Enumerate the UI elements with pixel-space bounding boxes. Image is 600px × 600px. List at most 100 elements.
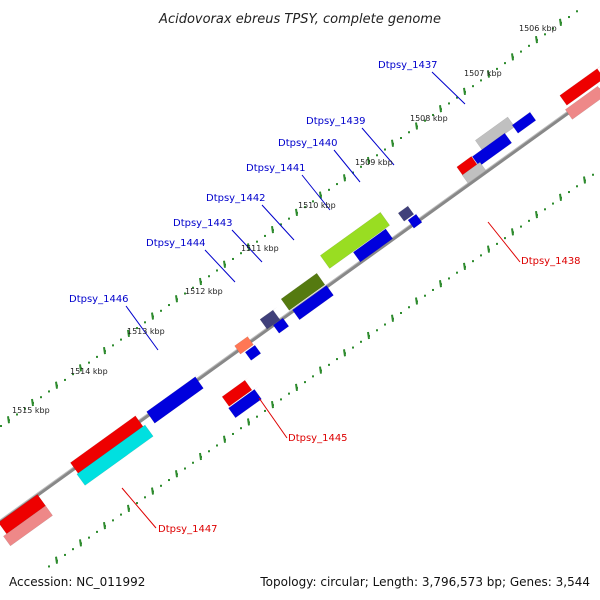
ring-dot [552,202,554,205]
ring-dot [544,208,546,211]
ring-dot [360,165,362,168]
ring-dot [376,154,378,157]
ring-tick [367,331,370,340]
ring-dot [400,137,402,139]
gene-block-cds-1443[interactable] [259,309,281,330]
label-callouts [121,71,521,529]
callout-line [301,174,331,211]
ring-tick [487,70,490,78]
kbp-label: 1510 kbp [298,201,336,210]
ring-tick [559,18,562,26]
gene-block-top [292,282,331,310]
ring-dot [40,396,42,399]
gene-label[interactable]: Dtpsy_1438 [521,256,581,267]
gene-label[interactable]: Dtpsy_1444 [146,238,206,249]
callout-line [204,249,236,283]
gene-block-top [234,333,252,346]
ring-dot [432,113,434,116]
gene-block-cds-1444-b[interactable] [272,317,290,334]
ring-tick [367,156,370,165]
gene-label[interactable]: Dtpsy_1445 [288,433,348,444]
gene-labels-inner: Dtpsy_1438 Dtpsy_1445 Dtpsy_1447 [158,256,581,535]
ring-tick [55,556,58,564]
ring-tick [31,398,34,407]
ring-dot [264,409,266,412]
ring-dot [184,467,186,470]
gene-block-top [320,209,385,256]
ring-tick [127,504,130,512]
ring-tick [79,364,82,372]
gene-label[interactable]: Dtpsy_1447 [158,524,218,535]
ring-dot [160,484,162,487]
gene-block-cds-1438-b[interactable] [461,161,487,184]
gene-block-top [260,307,277,320]
ring-dot [64,553,66,556]
ring-dot [424,119,426,122]
ring-dot [504,62,506,65]
ring-dot [264,234,266,237]
gene-label[interactable]: Dtpsy_1441 [246,163,306,174]
ring-dot [16,413,18,416]
gene-block-top [559,66,600,96]
gene-block-cds-1446[interactable] [146,376,204,424]
gene-block-top [281,270,321,299]
ring-dot [360,340,362,343]
gene-label[interactable]: Dtpsy_1442 [206,193,266,204]
gene-block-cds-left-b[interactable] [3,505,53,547]
gene-block-cds-1444[interactable] [234,336,254,355]
ring-tick [295,383,298,392]
gene-label[interactable]: Dtpsy_1440 [278,138,338,149]
ring-dot [384,148,386,151]
gene-block-top [228,386,259,409]
ring-dot [336,358,338,361]
gene-block-top [273,315,287,326]
gene-label[interactable]: Dtpsy_1446 [69,294,129,305]
ring-dot [424,294,426,297]
gene-label[interactable]: Dtpsy_1437 [378,60,438,71]
gene-block-cds-1440[interactable] [319,211,391,269]
callout-line [125,305,159,351]
ring-dot [568,16,570,19]
ring-tick [343,174,346,182]
ring-tick [271,226,274,234]
gene-block-top [0,491,42,522]
ring-tick [319,366,322,374]
ring-dot [216,269,218,272]
ring-dot [88,536,90,539]
ring-tick [247,418,250,426]
ring-tick [535,35,538,44]
callout-line [231,229,263,263]
gene-label[interactable]: Dtpsy_1443 [173,218,233,229]
ring-dot [432,288,434,291]
gene-labels-outer: Dtpsy_1437 Dtpsy_1439 Dtpsy_1440 Dtpsy_1… [69,60,438,305]
ring-tick [535,210,538,219]
callout-line [487,221,521,263]
ring-dot [216,444,218,447]
gene-block-cds-1442[interactable] [280,272,326,311]
ring-dot [208,275,210,278]
gene-block-cds-edge-b[interactable] [564,85,600,120]
gene-label[interactable]: Dtpsy_1439 [306,116,366,127]
ring-tick [439,105,442,113]
ring-dot [448,102,450,105]
ring-dot [112,344,114,347]
callout-line [261,204,295,241]
kbp-label: 1515 kbp [12,406,50,415]
ring-dot [192,461,194,464]
ring-dot [208,450,210,453]
kbp-labels: 1506 kbp 1507 kbp 1508 kbp 1509 kbp 1510… [12,24,557,415]
ring-dot [288,392,290,395]
ring-dot [136,502,138,505]
ring-dot [48,390,50,393]
ring-dot [48,565,50,568]
ring-dot [408,306,410,309]
gene-block-cds-1437-c[interactable] [511,111,537,134]
kbp-label: 1506 kbp [519,24,557,33]
ring-dot [304,206,306,209]
ring-dot [376,329,378,332]
gene-block-cds-1445-a[interactable] [221,379,253,407]
ring-tick [175,470,178,478]
ring-tick [295,208,298,217]
ring-dot [0,425,2,427]
gene-block-cds-1446-b[interactable] [244,344,262,361]
